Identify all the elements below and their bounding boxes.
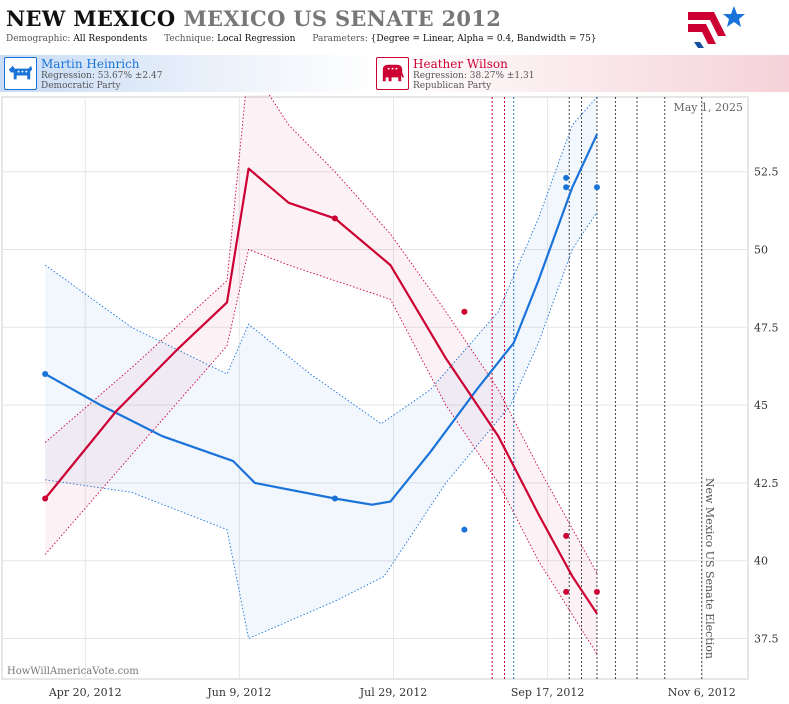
y-tick-label: 52.5 (754, 166, 779, 179)
poll-point (593, 588, 600, 595)
poll-point (563, 588, 570, 595)
candidate-regression: Regression: 38.27% ±1.31 (413, 71, 535, 81)
state-name: NEW MEXICO (6, 6, 176, 31)
watermark-label: HowWillAmericaVote.com (7, 666, 139, 677)
y-tick-label: 42.5 (754, 477, 779, 490)
candidate-name: Heather Wilson (413, 57, 508, 71)
candidate-party: Republican Party (413, 81, 492, 91)
param-value: All Respondents (73, 34, 148, 44)
page-title: NEW MEXICO MEXICO US SENATE 2012 (6, 6, 501, 31)
y-tick-label: 47.5 (754, 321, 779, 334)
y-tick-label: 40 (754, 555, 768, 568)
candidate-regression: Regression: 53.67% ±2.47 (41, 71, 163, 81)
y-tick-label: 37.5 (754, 633, 779, 646)
parameters-line: Demographic: All Respondents Technique: … (6, 34, 611, 44)
param-value: {Degree = Linear, Alpha = 0.4, Bandwidth… (370, 34, 597, 44)
x-tick-label: Apr 20, 2012 (48, 686, 122, 699)
donkey-icon (4, 57, 37, 90)
param-key: Parameters: (312, 34, 368, 44)
poll-point (331, 215, 338, 222)
band-upper-line (44, 95, 598, 574)
race-name: MEXICO US SENATE 2012 (183, 6, 502, 31)
poll-point (42, 370, 49, 377)
band-lower-line (45, 211, 598, 640)
poll-point (563, 174, 570, 181)
param-value: Local Regression (217, 34, 296, 44)
candidate-party: Democratic Party (41, 81, 121, 91)
elephant-icon (376, 57, 409, 90)
x-tick-label: Jun 9, 2012 (206, 686, 271, 699)
param-key: Demographic: (6, 34, 71, 44)
y-tick-label: 45 (754, 399, 768, 412)
confidence-band (45, 95, 597, 655)
poll-point (461, 526, 468, 533)
confidence-band (45, 97, 597, 639)
x-tick-label: Nov 6, 2012 (668, 686, 736, 699)
y-tick-label: 50 (754, 244, 768, 257)
poll-point (593, 184, 600, 191)
candidate-bar: Martin Heinrich Regression: 53.67% ±2.47… (0, 55, 789, 92)
header: NEW MEXICO MEXICO US SENATE 2012 Demograp… (0, 0, 789, 50)
poll-point (42, 495, 49, 502)
poll-point (563, 184, 570, 191)
band-lower-line (44, 248, 598, 655)
trend-line (44, 133, 598, 506)
x-tick-label: Sep 17, 2012 (511, 686, 585, 699)
candidate-name: Martin Heinrich (41, 57, 140, 71)
election-label: New Mexico US Senate Election (703, 478, 716, 659)
plot-area (1, 96, 749, 680)
poll-chart: 37.5 40 42.5 45 47.5 50 52.5 Apr 20, 2012 Jun 9,… (1, 95, 779, 699)
poll-point (563, 532, 570, 539)
poll-point (461, 308, 468, 315)
poll-point (331, 495, 338, 502)
param-key: Technique: (164, 34, 215, 44)
date-label: May 1, 2025 (673, 101, 743, 114)
star-logo-icon (688, 6, 745, 48)
x-tick-label: Jul 29, 2012 (359, 686, 428, 699)
